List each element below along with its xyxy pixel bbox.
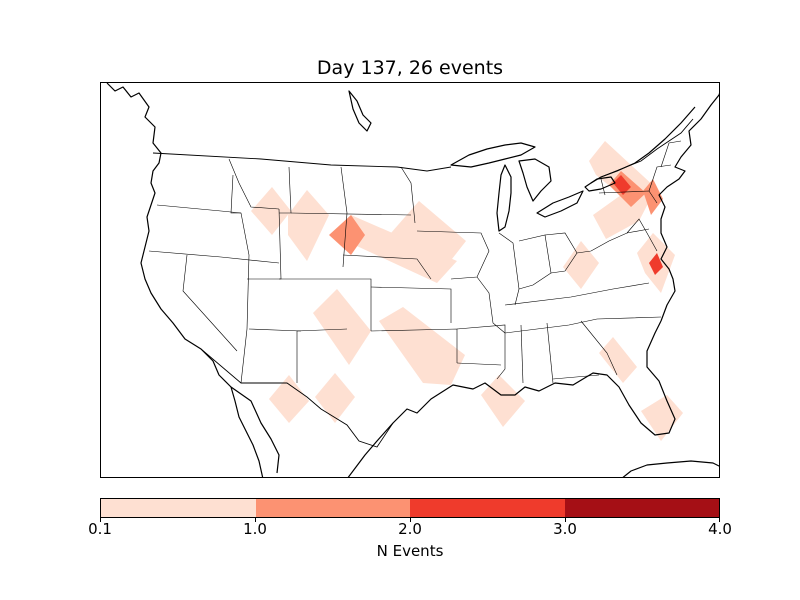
state-border [340, 166, 348, 268]
map-panel [100, 82, 720, 478]
state-border [416, 230, 490, 280]
colorbar-tick-label: 1.0 [243, 520, 267, 538]
colorbar-segment [101, 499, 256, 517]
map-title: Day 137, 26 events [316, 57, 504, 79]
colorbar-segment [255, 499, 410, 517]
event-area-colorado-southeast [313, 289, 371, 365]
state-border [476, 276, 506, 334]
state-border [400, 166, 416, 224]
colorbar-title: N Events [376, 542, 444, 560]
gulf-coast [347, 320, 676, 477]
lake-erie [536, 190, 584, 218]
state-border [576, 228, 650, 254]
event-area-new-mexico [269, 375, 309, 423]
state-border [552, 374, 600, 380]
state-border [498, 232, 520, 306]
state-border [156, 204, 242, 214]
lake-superior [450, 142, 536, 168]
state-border [290, 212, 412, 216]
state-border [648, 164, 672, 192]
us-canada-border-east [600, 118, 694, 178]
state-border [580, 320, 618, 376]
us-canada-border [152, 152, 452, 172]
colorbar-segment [410, 499, 565, 517]
event-area-south-dakota-west [329, 215, 365, 255]
colorbar-tick-label: 0.1 [88, 520, 112, 538]
country-borders [152, 118, 694, 448]
event-area-florida-north [599, 337, 637, 383]
lake-ontario [584, 176, 616, 192]
lake-winnipeg [348, 90, 372, 132]
event-area-montana-central [288, 190, 329, 261]
colorbar-tick-label: 4.0 [708, 520, 732, 538]
state-borders [148, 140, 682, 384]
event-area-florida-south [641, 395, 683, 441]
state-border [370, 286, 452, 323]
state-border [148, 250, 280, 264]
state-border [520, 324, 524, 384]
baja-peninsula [230, 386, 280, 474]
event-area-virginia-peak [649, 253, 663, 275]
event-area-west-texas [315, 373, 355, 423]
colorbar-tick [255, 518, 256, 522]
cuba [622, 460, 719, 477]
colorbar-tick [719, 518, 720, 522]
state-border [504, 282, 650, 306]
colorbar-tick [100, 518, 101, 522]
us-map [106, 83, 719, 477]
state-border [546, 322, 554, 384]
event-area-oklahoma-kansas [379, 307, 465, 385]
west-coast [106, 83, 264, 477]
atlantic-coast [658, 93, 719, 322]
event-area-new-york-peak [613, 175, 631, 195]
event-area-iowa-minnesota [391, 201, 466, 273]
lake-huron [518, 158, 552, 202]
event-areas [251, 141, 683, 441]
colorbar-tick-label: 3.0 [553, 520, 577, 538]
state-border [456, 324, 506, 380]
colorbar-tick [565, 518, 566, 522]
event-area-louisiana [481, 375, 525, 427]
state-border [456, 362, 502, 366]
state-border [240, 254, 250, 384]
state-border [504, 316, 662, 334]
colorbar-tick-label: 2.0 [398, 520, 422, 538]
colorbar-segment [564, 499, 719, 517]
event-area-montana-west [251, 187, 291, 235]
state-border [279, 278, 372, 331]
state-border [660, 140, 682, 168]
us-mexico-border [200, 348, 394, 448]
coastlines [106, 83, 719, 477]
lake-michigan [496, 164, 512, 232]
state-border [342, 254, 432, 280]
event-area-west-virginia [563, 241, 599, 289]
colorbar [100, 498, 720, 518]
colorbar-tick [410, 518, 411, 522]
event-area-south-dakota-nebraska [333, 215, 457, 283]
state-border [182, 254, 238, 352]
state-border [248, 328, 302, 332]
state-border [626, 218, 658, 252]
state-border [518, 234, 552, 290]
state-border [600, 178, 606, 196]
state-border [228, 158, 280, 210]
state-border [230, 174, 250, 256]
